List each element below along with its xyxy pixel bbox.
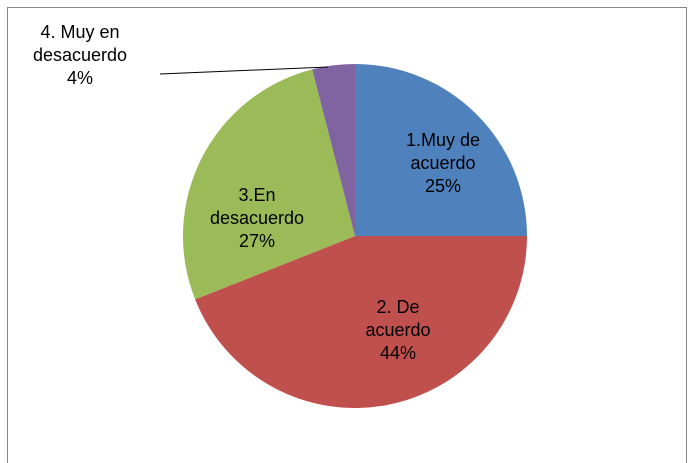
value-label: 25%: [424, 176, 462, 196]
data-label: 4. Muy en desacuerdo 4%: [20, 21, 140, 90]
value-label: 44%: [379, 343, 417, 363]
pie-slice: [355, 64, 527, 236]
category-label: 3.En desacuerdo: [209, 185, 305, 228]
category-label: 1.Muy de acuerdo: [405, 130, 481, 173]
pie-slice: [195, 236, 528, 408]
pie-slice: [312, 64, 355, 236]
data-label: 2. De acuerdo 44%: [348, 296, 448, 365]
value-label: 4%: [66, 68, 93, 88]
pie-slice: [182, 69, 355, 300]
category-label: 2. De acuerdo: [365, 297, 431, 340]
leader-line: [159, 66, 329, 75]
data-label: 1.Muy de acuerdo 25%: [388, 129, 498, 198]
value-label: 27%: [238, 231, 276, 251]
data-label: 3.En desacuerdo 27%: [207, 184, 307, 253]
category-label: 4. Muy en desacuerdo: [32, 22, 128, 65]
